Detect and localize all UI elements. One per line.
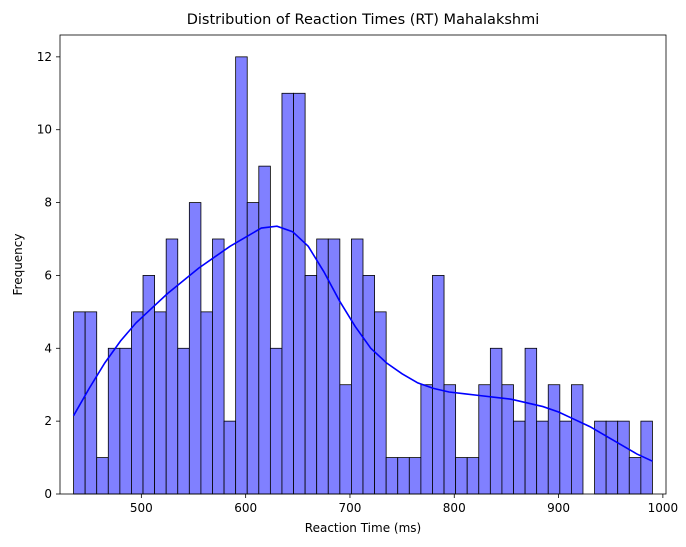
y-tick-label: 6 bbox=[44, 268, 52, 282]
y-tick-label: 8 bbox=[44, 196, 52, 210]
y-axis-label: Frequency bbox=[11, 234, 25, 296]
histogram-bar bbox=[548, 385, 560, 494]
histogram-bar bbox=[294, 93, 306, 494]
histogram-bar bbox=[85, 312, 97, 494]
y-tick-label: 10 bbox=[37, 123, 52, 137]
histogram-bar bbox=[514, 421, 526, 494]
histogram-bar bbox=[155, 312, 167, 494]
histogram-bar bbox=[224, 421, 236, 494]
histogram-bar bbox=[560, 421, 572, 494]
chart-title: Distribution of Reaction Times (RT) Maha… bbox=[187, 12, 540, 28]
histogram-bar bbox=[398, 458, 410, 494]
histogram-bar bbox=[74, 312, 86, 494]
histogram-bar bbox=[571, 385, 583, 494]
histogram-bar bbox=[351, 239, 363, 494]
histogram-bar bbox=[444, 385, 456, 494]
histogram-bar bbox=[479, 385, 491, 494]
histogram-bar bbox=[120, 348, 132, 494]
y-tick-label: 0 bbox=[44, 487, 52, 501]
x-tick-label: 600 bbox=[234, 501, 257, 515]
histogram-bar bbox=[432, 275, 444, 494]
histogram-bar bbox=[386, 458, 398, 494]
histogram-bar bbox=[363, 275, 375, 494]
y-tick-label: 2 bbox=[44, 414, 52, 428]
y-tick-label: 4 bbox=[44, 341, 52, 355]
histogram-bar bbox=[328, 239, 340, 494]
x-tick-label: 700 bbox=[339, 501, 362, 515]
histogram-bar bbox=[305, 275, 317, 494]
y-tick-label: 12 bbox=[37, 50, 52, 64]
histogram-bar bbox=[490, 348, 502, 494]
histogram-bar bbox=[131, 312, 143, 494]
histogram-bar bbox=[97, 458, 109, 494]
histogram-bar bbox=[409, 458, 421, 494]
histogram-bar bbox=[525, 348, 537, 494]
histogram-bar bbox=[421, 385, 433, 494]
histogram-bar bbox=[340, 385, 352, 494]
y-axis-ticks: 0 2 4 6 8 10 12 bbox=[37, 50, 60, 501]
histogram-bar bbox=[618, 421, 630, 494]
histogram-bar bbox=[270, 348, 282, 494]
histogram-bar bbox=[282, 93, 294, 494]
histogram-bar bbox=[375, 312, 387, 494]
x-tick-label: 900 bbox=[547, 501, 570, 515]
x-tick-label: 1000 bbox=[648, 501, 679, 515]
histogram-bar bbox=[259, 166, 271, 494]
x-tick-label: 800 bbox=[443, 501, 466, 515]
histogram-bar bbox=[108, 348, 120, 494]
histogram-bar bbox=[606, 421, 618, 494]
histogram-bar bbox=[502, 385, 514, 494]
histogram-bar bbox=[456, 458, 468, 494]
histogram-bar bbox=[178, 348, 190, 494]
histogram-bar bbox=[247, 203, 259, 494]
histogram-bar bbox=[189, 203, 201, 494]
histogram-bar bbox=[166, 239, 178, 494]
histogram-bar bbox=[201, 312, 213, 494]
histogram-bar bbox=[629, 458, 641, 494]
histogram-bar bbox=[537, 421, 549, 494]
histogram-bars bbox=[74, 57, 653, 494]
histogram-bar bbox=[212, 239, 224, 494]
histogram-bar bbox=[236, 57, 248, 494]
x-axis-ticks: 500 600 700 800 900 1000 bbox=[130, 494, 678, 515]
x-axis-label: Reaction Time (ms) bbox=[305, 521, 421, 535]
x-tick-label: 500 bbox=[130, 501, 153, 515]
histogram-bar bbox=[641, 421, 653, 494]
histogram-bar bbox=[467, 458, 479, 494]
